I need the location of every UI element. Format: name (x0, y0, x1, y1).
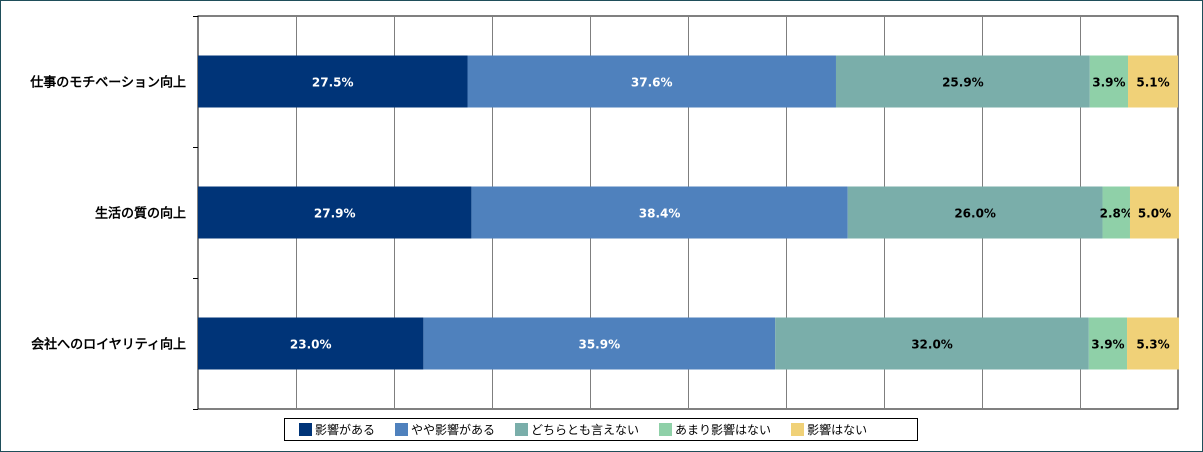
bar-segment (198, 186, 472, 239)
data-label: 25.9% (942, 76, 984, 90)
legend-label: 影響がある (315, 423, 376, 437)
data-label: 32.0% (911, 338, 953, 352)
data-label: 37.6% (631, 76, 673, 90)
bar-segment (1102, 186, 1130, 239)
bar-segment (1088, 317, 1128, 370)
bar-segment (1089, 55, 1129, 108)
bar-segment (198, 317, 424, 370)
data-label: 3.9% (1092, 76, 1125, 90)
category-label: 会社へのロイヤリティ向上 (31, 337, 186, 353)
bar-segment (1128, 55, 1178, 108)
data-label: 27.5% (312, 76, 354, 90)
legend-swatch (299, 423, 312, 436)
bar-segment (847, 186, 1103, 239)
category-label: 生活の質の向上 (95, 206, 186, 222)
data-label: 23.0% (290, 338, 332, 352)
legend: 影響がある やや影響がある どちらとも言えない あまり影響はない 影響はない (284, 418, 918, 441)
bar-segment (467, 55, 836, 108)
legend-label: あまり影響はない (675, 423, 772, 437)
bar-segment (775, 317, 1089, 370)
legend-label: やや影響がある (411, 423, 496, 437)
legend-item: やや影響がある (395, 421, 495, 438)
legend-swatch (659, 423, 673, 436)
bar-segment (835, 55, 1090, 108)
data-label: 5.1% (1136, 76, 1169, 90)
data-label: 35.9% (578, 338, 620, 352)
legend-swatch (791, 423, 805, 436)
legend-item: どちらとも言えない (515, 421, 639, 438)
legend-label: 影響はない (807, 423, 868, 437)
bar-segment (471, 186, 848, 239)
bar-segment (1129, 186, 1179, 239)
data-label: 3.9% (1091, 338, 1124, 352)
bar-segment (198, 55, 468, 108)
bar-segment (423, 317, 776, 370)
data-label: 38.4% (639, 207, 681, 221)
legend-swatch (515, 423, 529, 436)
category-label: 仕事のモチベーション向上 (29, 75, 186, 91)
data-label: 5.0% (1138, 207, 1171, 221)
legend-item: 影響がある (299, 421, 375, 438)
legend-label: どちらとも言えない (531, 423, 640, 437)
legend-item: あまり影響はない (659, 421, 771, 438)
legend-item: 影響はない (791, 421, 867, 438)
legend-swatch (395, 423, 409, 436)
data-label: 26.0% (954, 207, 996, 221)
bar-segment (1127, 317, 1179, 370)
data-label: 2.8% (1100, 207, 1133, 221)
data-label: 5.3% (1136, 338, 1169, 352)
data-label: 27.9% (314, 207, 356, 221)
